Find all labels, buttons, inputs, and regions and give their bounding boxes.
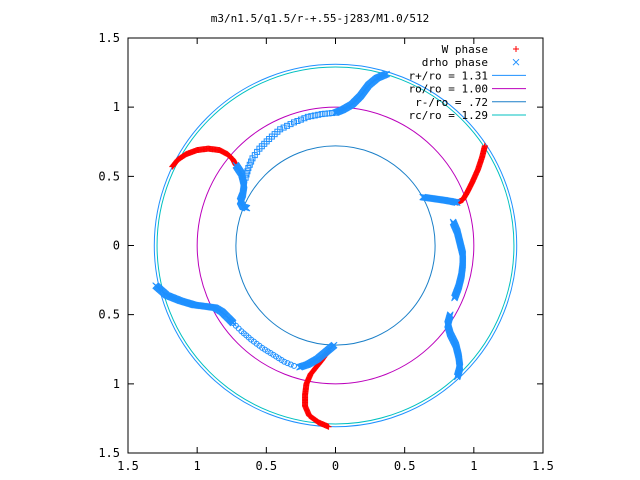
data-point: [301, 115, 308, 122]
reference-circle-2: [196, 106, 475, 385]
x-tick-label: 0: [332, 459, 339, 473]
data-point: [332, 109, 339, 116]
series-plus: [169, 142, 488, 430]
x-tick-label: 1.5: [117, 459, 139, 473]
y-tick-label: 1.5: [98, 31, 120, 45]
series-circle: [230, 319, 297, 369]
y-tick-label: 1.5: [98, 446, 120, 460]
data-point: [294, 118, 301, 124]
legend-label: r+/ro = 1.31: [409, 69, 488, 82]
y-tick-label: 0.5: [98, 169, 120, 183]
data-point: [308, 113, 315, 120]
legend-label: rc/ro = 1.29: [409, 109, 488, 122]
data-point: [297, 116, 304, 123]
y-tick-label: 1: [113, 100, 120, 114]
data-point: [322, 110, 329, 117]
data-point: [246, 161, 253, 168]
series-layer: [152, 70, 488, 430]
data-point: [287, 121, 294, 128]
x-tick-label: 0.5: [394, 459, 416, 473]
data-point: [318, 111, 325, 118]
legend-cross-icon: [512, 58, 520, 66]
reference-circle-4: [156, 66, 515, 425]
data-point: [453, 199, 461, 206]
chart-title: m3/n1.5/q1.5/r-+.55-j283/M1.0/512: [211, 12, 430, 25]
ticks-layer: 1.5 1 0.5 0 0.5 1 1.51.510.500.511.5: [98, 31, 554, 473]
data-point: [453, 373, 461, 381]
data-point: [329, 110, 336, 117]
data-point: [451, 294, 458, 302]
x-tick-label: 1.5: [532, 459, 554, 473]
circles-layer: [153, 63, 518, 428]
reference-circle-3: [235, 145, 436, 346]
data-point: [304, 113, 311, 120]
y-tick-label: 1: [113, 377, 120, 391]
y-tick-label: 0.5: [98, 308, 120, 322]
data-point: [242, 174, 249, 181]
x-tick-label: 1: [194, 459, 201, 473]
legend-label: W phase: [442, 43, 488, 56]
data-point: [249, 155, 256, 162]
reference-circle-1: [153, 63, 518, 428]
data-point: [284, 360, 291, 367]
series-square: [242, 109, 339, 181]
legend-label: ro/ro = 1.00: [409, 83, 488, 96]
data-point: [311, 112, 318, 119]
data-point: [325, 110, 332, 117]
data-point: [281, 358, 288, 365]
x-tick-label: 0.5: [255, 459, 277, 473]
y-tick-label: 0: [113, 239, 120, 253]
data-point: [243, 204, 251, 212]
legend-plus-icon: [513, 46, 519, 52]
series-cross: [152, 70, 467, 381]
data-point: [291, 119, 297, 126]
data-point: [243, 171, 250, 178]
data-point: [245, 165, 252, 172]
legend-label: drho phase: [422, 56, 488, 69]
data-point: [244, 168, 251, 175]
data-point: [330, 341, 338, 349]
data-point: [284, 122, 291, 129]
legend-label: r-/ro = .72: [415, 96, 488, 109]
x-tick-label: 1: [470, 459, 477, 473]
data-point: [248, 158, 255, 165]
data-point: [280, 124, 287, 131]
data-point: [291, 362, 297, 369]
data-point: [315, 111, 322, 118]
data-point: [287, 361, 294, 368]
